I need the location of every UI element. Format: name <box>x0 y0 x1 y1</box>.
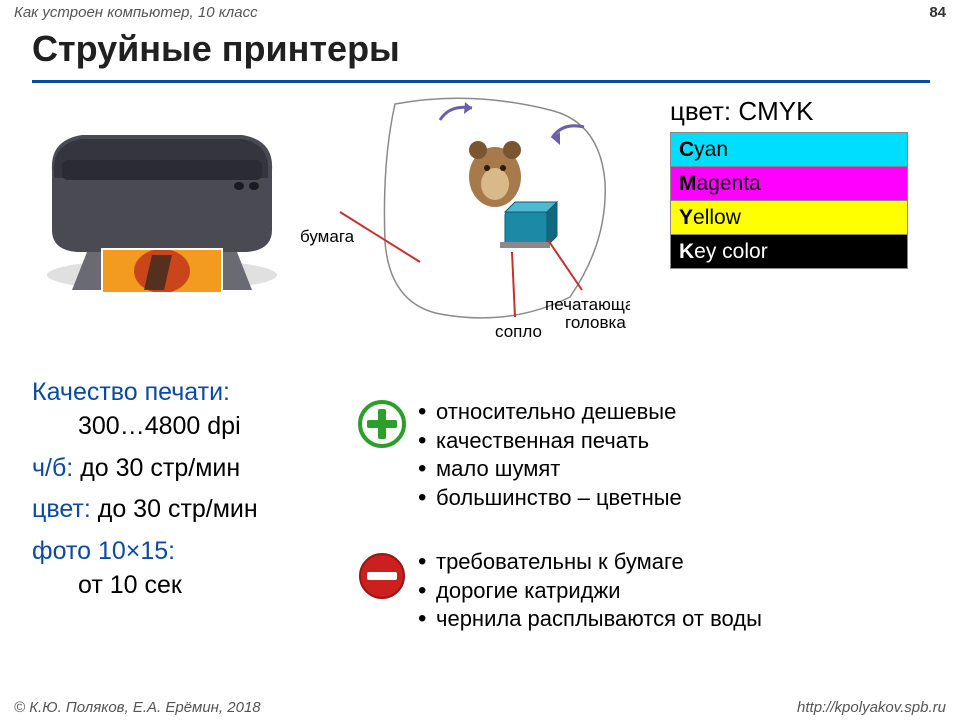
specs-block: Качество печати: 300…4800 dpi ч/б: до 30… <box>32 376 342 611</box>
print-diagram: бумага сопло печатающая головка <box>300 92 630 362</box>
svg-text:печатающая: печатающая <box>545 295 630 314</box>
cons-list: требовательны к бумаге дорогие катриджи … <box>418 548 762 634</box>
svg-text:бумага: бумага <box>300 227 355 246</box>
title-underline <box>32 80 930 83</box>
minus-icon <box>358 552 406 600</box>
slide-header: Как устроен компьютер, 10 класс 84 <box>0 0 960 24</box>
plus-icon <box>358 400 406 448</box>
pro-item: большинство – цветные <box>418 484 682 513</box>
footer-left: © К.Ю. Поляков, Е.А. Ерёмин, 2018 <box>14 699 261 716</box>
cmyk-row-key: Key color <box>671 235 907 269</box>
color-value: до 30 стр/мин <box>98 495 258 523</box>
quality-value: 300…4800 dpi <box>32 412 241 440</box>
bw-label: ч/б: <box>32 454 73 482</box>
pros-list: относительно дешевые качественная печать… <box>418 398 682 512</box>
photo-value: от 10 сек <box>32 571 182 599</box>
pro-item: качественная печать <box>418 427 682 456</box>
color-label: цвет: <box>32 495 91 523</box>
cmyk-header: цвет: CMYK <box>670 96 813 127</box>
con-item: чернила расплываются от воды <box>418 605 762 634</box>
header-left: Как устроен компьютер, 10 класс <box>14 4 258 21</box>
slide-title: Струйные принтеры <box>32 28 400 70</box>
svg-text:головка: головка <box>565 313 626 332</box>
pro-item: мало шумят <box>418 455 682 484</box>
pro-item: относительно дешевые <box>418 398 682 427</box>
page-number: 84 <box>929 4 946 21</box>
con-item: дорогие катриджи <box>418 577 762 606</box>
cmyk-table: Cyan Magenta Yellow Key color <box>670 132 908 269</box>
con-item: требовательны к бумаге <box>418 548 762 577</box>
bw-value: до 30 стр/мин <box>80 454 240 482</box>
footer-right: http://kpolyakov.spb.ru <box>797 699 946 716</box>
cmyk-row-yellow: Yellow <box>671 201 907 235</box>
cmyk-row-magenta: Magenta <box>671 167 907 201</box>
quality-label: Качество печати: <box>32 378 230 406</box>
photo-label: фото 10×15: <box>32 537 175 565</box>
svg-text:сопло: сопло <box>495 322 542 341</box>
cmyk-row-cyan: Cyan <box>671 133 907 167</box>
slide-footer: © К.Ю. Поляков, Е.А. Ерёмин, 2018 http:/… <box>0 694 960 720</box>
printer-image <box>32 100 292 300</box>
